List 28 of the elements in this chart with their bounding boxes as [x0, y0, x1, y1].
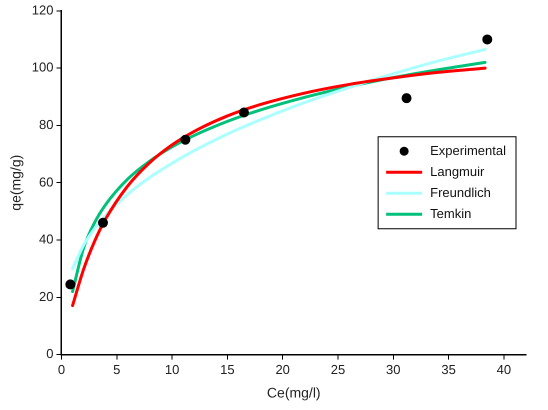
point: [65, 279, 76, 290]
legend-label: Temkin: [430, 206, 472, 221]
x-tick-label: 20: [275, 362, 290, 377]
y-tick-label: 60: [39, 174, 54, 190]
y-tick-label: 80: [39, 116, 54, 132]
y-tick-label: 40: [39, 232, 54, 247]
x-tick-label: 30: [386, 362, 401, 377]
x-tick-label: 40: [496, 362, 512, 377]
x-tick-label: 15: [220, 362, 235, 377]
point: [402, 93, 412, 104]
legend-label: Experimental: [430, 142, 506, 158]
y-tick-label: 100: [32, 60, 54, 75]
legend-label: Langmuir: [430, 164, 485, 179]
point: [180, 134, 190, 145]
x-tick-label: 0: [58, 362, 66, 377]
x-tick-label: 25: [330, 362, 346, 377]
y-tick-label: 20: [39, 288, 54, 304]
x-tick-label: 35: [441, 362, 456, 377]
x-tick-label: 10: [164, 362, 180, 377]
point: [238, 108, 249, 118]
legend-label: Freundlich: [430, 184, 491, 200]
point: [98, 218, 108, 228]
y-tick-label: 0: [46, 346, 54, 362]
y-axis-title: qe(mg/g): [7, 154, 24, 211]
x-tick-label: 5: [113, 362, 120, 377]
y-tick-label: 120: [32, 2, 54, 18]
point: [482, 34, 492, 44]
x-axis-title: Ce(mg/l): [266, 384, 321, 400]
